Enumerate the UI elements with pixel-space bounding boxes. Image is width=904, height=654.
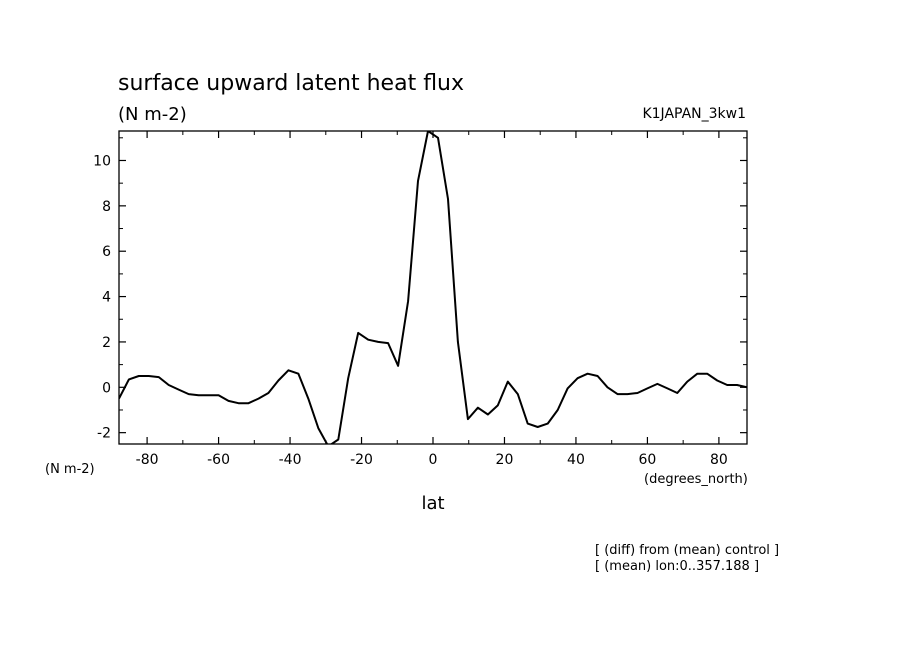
series-group	[119, 131, 747, 444]
x-axis-unit-label: (degrees_north)	[644, 472, 748, 487]
y-ticks: -2 0 2 4 6 8 10	[93, 137, 747, 442]
x-tick-label: 60	[639, 452, 657, 468]
y-tick-label: 2	[102, 335, 111, 351]
note-mean-lon: [ (mean) lon:0..357.188 ]	[595, 559, 759, 574]
series-line	[119, 131, 747, 444]
plot-frame	[118, 130, 748, 445]
experiment-label: K1JAPAN_3kw1	[642, 106, 746, 122]
y-axis-unit-label: (N m-2)	[45, 462, 95, 477]
x-axis-label: lat	[421, 493, 444, 514]
y-tick-label: 10	[93, 153, 111, 169]
x-tick-label: 20	[496, 452, 514, 468]
x-tick-label: 0	[429, 452, 438, 468]
y-tick-label: 4	[102, 290, 111, 306]
x-tick-label: 80	[710, 452, 728, 468]
y-tick-label: 8	[102, 199, 111, 215]
y-tick-label: 6	[102, 244, 111, 260]
plot-axes	[118, 130, 748, 445]
chart-title: surface upward latent heat flux	[118, 71, 464, 96]
x-tick-label: 40	[567, 452, 585, 468]
x-ticks: -80 -60 -40 -20 0 20 40 60 80	[136, 131, 728, 468]
y-tick-label: 0	[102, 380, 111, 396]
x-tick-label: -60	[207, 452, 230, 468]
chart-units-label: (N m-2)	[118, 104, 187, 125]
x-tick-label: -80	[136, 452, 159, 468]
y-tick-label: -2	[97, 426, 111, 442]
x-tick-label: -40	[279, 452, 302, 468]
x-tick-label: -20	[350, 452, 373, 468]
note-diff-control: [ (diff) from (mean) control ]	[595, 543, 779, 558]
